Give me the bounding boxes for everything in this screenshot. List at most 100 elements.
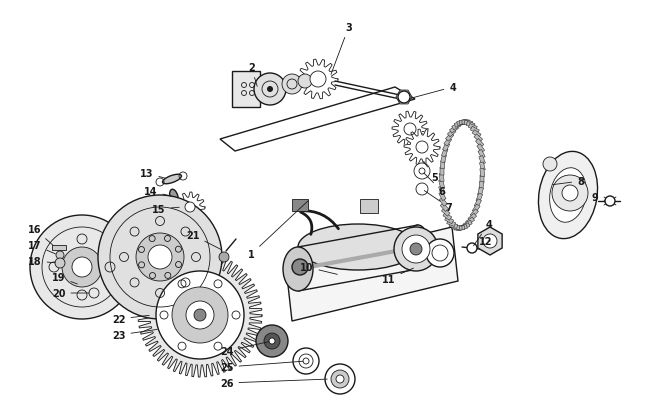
Bar xyxy=(441,208,450,217)
Text: 12: 12 xyxy=(478,237,492,246)
Text: 24: 24 xyxy=(220,342,269,356)
Text: 23: 23 xyxy=(112,330,157,340)
Text: 8: 8 xyxy=(552,177,584,187)
Circle shape xyxy=(394,228,438,271)
Ellipse shape xyxy=(298,224,418,270)
Bar xyxy=(443,213,452,221)
Bar xyxy=(450,126,458,134)
Bar xyxy=(464,121,473,126)
Circle shape xyxy=(605,196,615,207)
Circle shape xyxy=(254,74,286,106)
Bar xyxy=(469,124,477,131)
Circle shape xyxy=(426,239,454,267)
Bar xyxy=(478,188,484,196)
Circle shape xyxy=(543,158,557,172)
Circle shape xyxy=(336,375,344,383)
Bar xyxy=(480,169,485,177)
Text: 4: 4 xyxy=(411,83,456,99)
Bar xyxy=(452,123,461,130)
Circle shape xyxy=(62,247,102,287)
Text: 26: 26 xyxy=(220,378,327,388)
Circle shape xyxy=(414,164,430,179)
Text: 2: 2 xyxy=(248,63,257,87)
Circle shape xyxy=(410,243,422,256)
Bar xyxy=(456,226,465,231)
Circle shape xyxy=(186,301,214,329)
Bar xyxy=(449,223,458,229)
Polygon shape xyxy=(175,192,205,222)
Text: 9: 9 xyxy=(592,192,605,202)
Bar xyxy=(465,217,474,225)
Bar xyxy=(477,145,485,153)
Text: 4: 4 xyxy=(474,220,492,246)
Circle shape xyxy=(156,271,244,359)
Circle shape xyxy=(56,252,64,259)
Circle shape xyxy=(72,257,92,277)
Bar xyxy=(458,225,467,231)
Ellipse shape xyxy=(170,190,178,205)
Bar xyxy=(462,121,470,125)
Bar xyxy=(454,122,463,128)
Bar xyxy=(479,156,486,165)
Circle shape xyxy=(269,338,275,344)
Text: 3: 3 xyxy=(331,23,352,75)
Circle shape xyxy=(185,202,195,213)
Bar xyxy=(232,72,260,108)
Circle shape xyxy=(404,124,416,136)
Ellipse shape xyxy=(283,247,313,291)
Bar xyxy=(457,120,465,126)
Bar xyxy=(454,226,462,230)
Polygon shape xyxy=(298,60,338,100)
Text: 17: 17 xyxy=(28,241,55,254)
Bar xyxy=(439,192,446,201)
Text: 18: 18 xyxy=(28,256,55,266)
Text: 16: 16 xyxy=(28,224,53,245)
Bar xyxy=(471,127,479,134)
Circle shape xyxy=(483,234,497,248)
Text: 1: 1 xyxy=(248,201,308,259)
Bar xyxy=(439,180,445,189)
Circle shape xyxy=(467,243,477,254)
Circle shape xyxy=(256,325,288,357)
Bar xyxy=(478,150,485,159)
Text: 11: 11 xyxy=(382,269,413,284)
Circle shape xyxy=(402,235,430,263)
Polygon shape xyxy=(392,112,428,147)
Bar xyxy=(292,200,308,211)
Bar xyxy=(468,214,476,222)
Circle shape xyxy=(298,75,312,89)
Bar xyxy=(360,200,378,213)
Bar xyxy=(474,134,482,143)
Bar xyxy=(440,203,448,212)
Bar xyxy=(441,155,447,163)
Bar xyxy=(443,143,450,152)
Bar xyxy=(473,205,480,213)
Bar xyxy=(463,221,472,228)
Bar xyxy=(447,220,456,227)
Text: 20: 20 xyxy=(52,288,89,298)
Circle shape xyxy=(264,333,280,349)
Text: 6: 6 xyxy=(424,174,445,196)
Circle shape xyxy=(148,245,172,269)
Bar xyxy=(470,209,478,218)
Text: 7: 7 xyxy=(424,191,452,213)
Bar xyxy=(473,130,481,138)
Text: 13: 13 xyxy=(140,168,165,179)
Circle shape xyxy=(416,142,428,153)
Bar xyxy=(476,194,482,202)
Circle shape xyxy=(325,364,355,394)
Bar xyxy=(460,120,468,125)
Bar xyxy=(447,129,456,137)
Circle shape xyxy=(282,75,302,95)
Text: 19: 19 xyxy=(52,272,77,284)
Circle shape xyxy=(98,196,222,319)
Bar xyxy=(475,139,484,148)
Bar xyxy=(466,122,475,128)
Circle shape xyxy=(292,259,308,275)
Text: 5: 5 xyxy=(424,162,438,183)
Bar xyxy=(480,175,484,183)
Bar xyxy=(52,245,66,250)
Bar xyxy=(441,149,448,158)
Polygon shape xyxy=(396,91,412,104)
Bar xyxy=(474,199,482,208)
